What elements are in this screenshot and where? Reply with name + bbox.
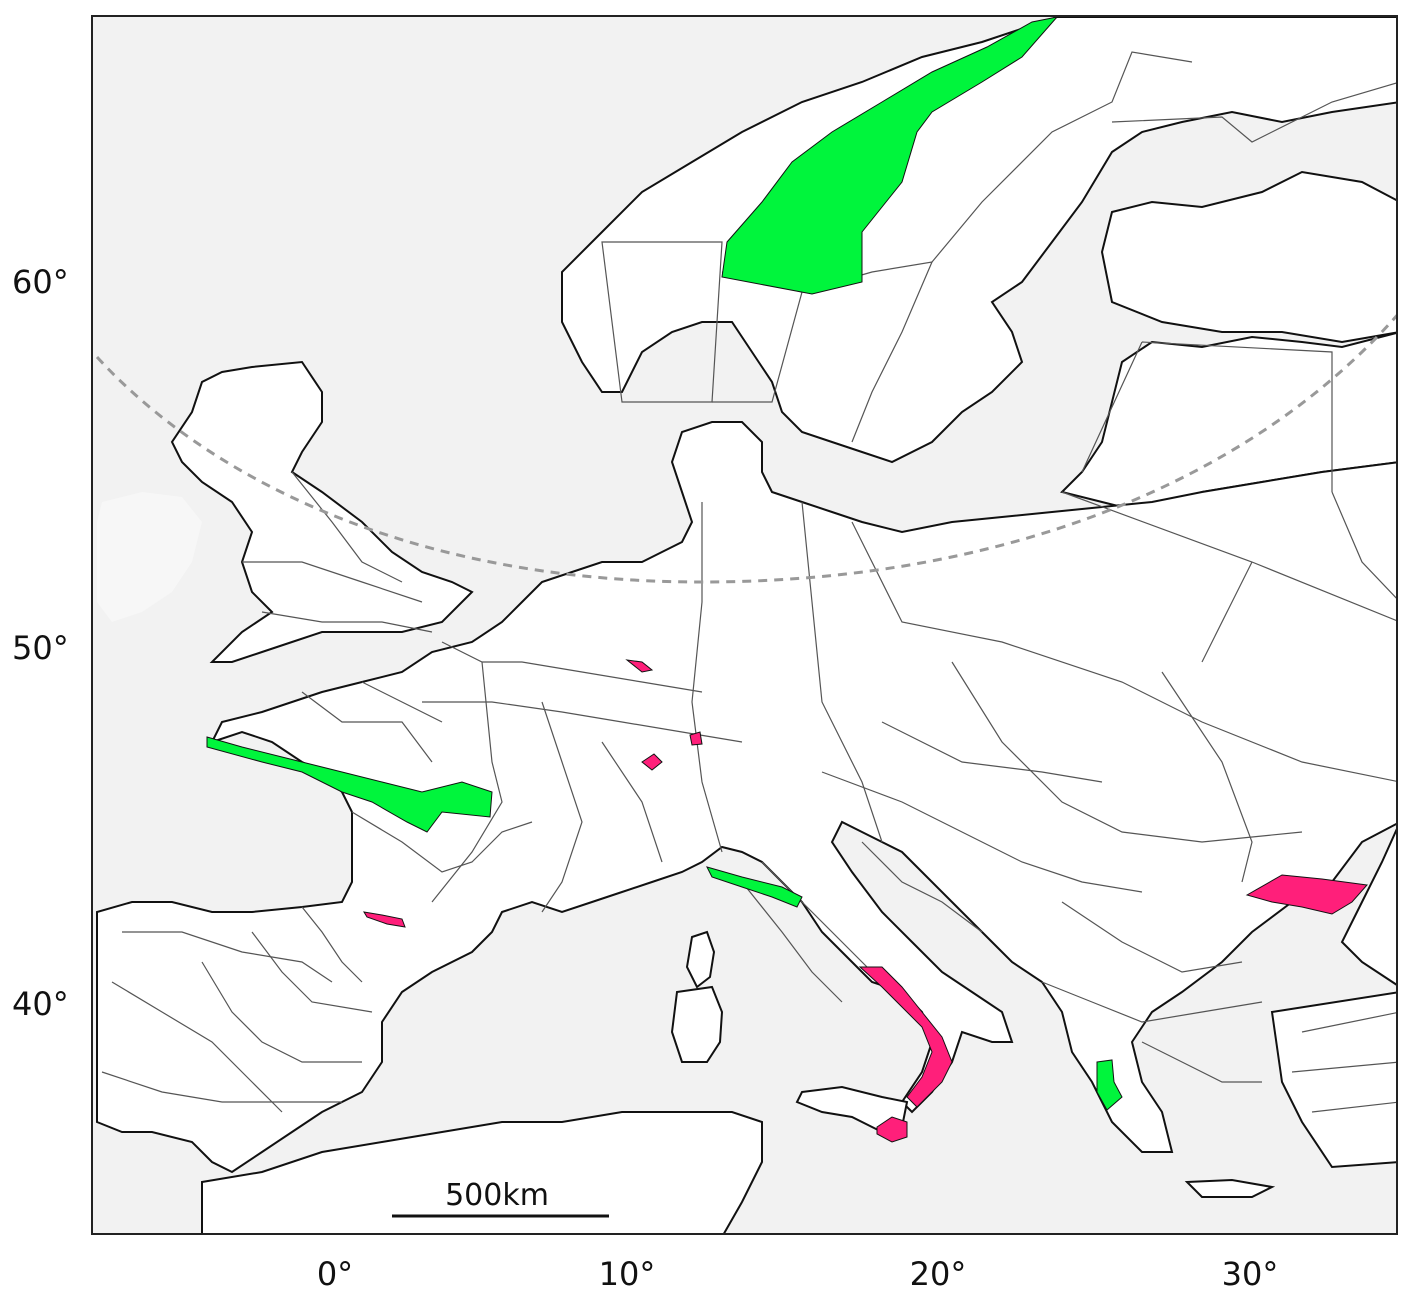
pink-region-alps-west: [641, 753, 663, 771]
ireland-land: [97, 492, 202, 622]
continental-europe-land: [96, 421, 1396, 1174]
corsica-land: [685, 930, 716, 989]
green-region-scandes: [721, 17, 1058, 295]
green-region-france: [206, 736, 493, 833]
anatolia-land: [1270, 991, 1396, 1169]
pink-region-sicily: [876, 1116, 908, 1143]
longitude-label-30: 30°: [1221, 1255, 1279, 1293]
dashed-circle-arc: [95, 314, 1396, 584]
pink-region-pyrenees: [363, 911, 406, 928]
longitude-label-10: 10°: [598, 1255, 656, 1293]
pink-region-ardennes: [625, 659, 654, 673]
latitude-label-40: 40°: [12, 985, 69, 1023]
map-frame: 500km: [91, 15, 1398, 1235]
green-regions: [206, 17, 1123, 1111]
sardinia-land: [670, 985, 724, 1063]
scandinavia-land: [561, 17, 1396, 464]
longitude-label-20: 20°: [909, 1255, 967, 1293]
pink-region-alps-east: [689, 731, 703, 746]
latitude-label-50: 50°: [12, 629, 69, 667]
north-africa-land: [201, 1111, 763, 1233]
pink-regions: [363, 659, 1368, 1143]
europe-map: 500km: [93, 17, 1396, 1233]
green-region-greece: [1096, 1059, 1123, 1111]
pink-region-calabria: [858, 966, 953, 1108]
green-region-apennines: [706, 866, 803, 908]
crete-land: [1184, 1178, 1276, 1198]
region-borders: [101, 51, 1396, 1113]
pink-region-moldova: [1245, 874, 1368, 915]
longitude-label-0: 0°: [316, 1255, 354, 1293]
latitude-label-60: 60°: [12, 263, 69, 301]
scale-bar-label: 500km: [445, 1178, 549, 1213]
